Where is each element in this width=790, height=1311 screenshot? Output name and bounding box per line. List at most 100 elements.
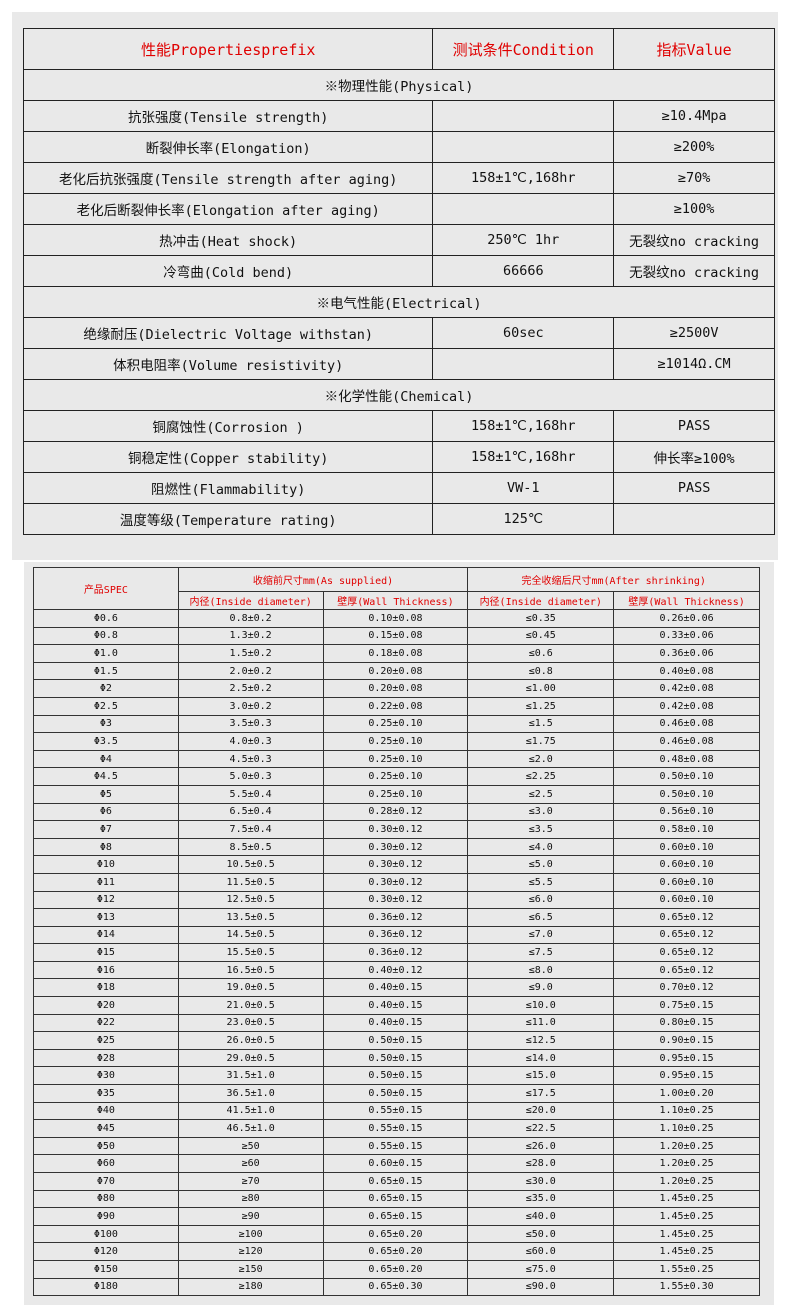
shrunk-inside-diameter: ≤9.0 xyxy=(467,978,615,998)
spec-size: Φ2.5 xyxy=(33,696,179,716)
spec-size: Φ0.8 xyxy=(33,626,179,646)
property-value: 伸长率≥100% xyxy=(613,441,775,473)
supplied-wall-thickness: 0.36±0.12 xyxy=(322,908,469,927)
spec-row: Φ7 7.5±0.4 0.30±0.12 ≤3.5 0.58±0.10 xyxy=(33,820,760,839)
spec-row: Φ100 ≥100 0.65±0.20 ≤50.0 1.45±0.25 xyxy=(33,1224,760,1244)
property-name: 温度等级(Temperature rating) xyxy=(22,503,434,535)
shrunk-inside-diameter: ≤5.0 xyxy=(467,855,615,874)
property-condition: 125℃ xyxy=(432,503,615,535)
spec-row: Φ18 19.0±0.5 0.40±0.15 ≤9.0 0.70±0.12 xyxy=(33,978,760,998)
property-name: 冷弯曲(Cold bend) xyxy=(22,255,434,287)
property-row: 抗张强度(Tensile strength) ≥10.4Mpa xyxy=(22,100,775,132)
property-name: 老化后抗张强度(Tensile strength after aging) xyxy=(22,162,434,194)
supplied-inside-diameter: 6.5±0.4 xyxy=(177,802,324,822)
properties-table: 性能Propertiesprefix 测试条件Condition 指标Value… xyxy=(22,28,775,535)
supplied-wall-thickness: 0.30±0.12 xyxy=(322,837,469,857)
spec-size: Φ4 xyxy=(33,749,179,769)
shrunk-inside-diameter: ≤1.25 xyxy=(467,696,615,716)
shrunk-inside-diameter: ≤2.25 xyxy=(467,767,615,786)
spec-size: Φ1.5 xyxy=(33,661,179,681)
supplied-inside-diameter: 3.0±0.2 xyxy=(177,696,324,716)
spec-size: Φ100 xyxy=(33,1224,179,1244)
spec-row: Φ2.5 3.0±0.2 0.22±0.08 ≤1.25 0.42±0.08 xyxy=(33,696,760,716)
spec-row: Φ4 4.5±0.3 0.25±0.10 ≤2.0 0.48±0.08 xyxy=(33,749,760,769)
shrunk-inside-diameter: ≤14.0 xyxy=(467,1048,615,1068)
shrunk-inside-diameter: ≤15.0 xyxy=(467,1066,615,1086)
supplied-inside-diameter: ≥70 xyxy=(177,1172,324,1191)
supplied-inside-diameter: 15.5±0.5 xyxy=(177,943,324,962)
shrunk-inside-diameter: ≤28.0 xyxy=(467,1154,615,1173)
spec-row: Φ13 13.5±0.5 0.36±0.12 ≤6.5 0.65±0.12 xyxy=(33,908,760,927)
supplied-inside-diameter: ≥50 xyxy=(177,1136,324,1156)
supplied-inside-diameter: 12.5±0.5 xyxy=(177,890,324,910)
spec-size: Φ5 xyxy=(33,784,179,804)
spec-row: Φ30 31.5±1.0 0.50±0.15 ≤15.0 0.95±0.15 xyxy=(33,1066,760,1086)
spec-row: Φ0.6 0.8±0.2 0.10±0.08 ≤0.35 0.26±0.06 xyxy=(33,609,760,628)
property-name: 老化后断裂伸长率(Elongation after aging) xyxy=(22,193,434,225)
supplied-inside-diameter: 29.0±0.5 xyxy=(177,1048,324,1068)
shrunk-wall-thickness: 1.20±0.25 xyxy=(613,1136,760,1156)
shrunk-inside-diameter: ≤11.0 xyxy=(467,1013,615,1033)
shrunk-inside-diameter: ≤7.5 xyxy=(467,943,615,962)
supplied-inside-diameter: 16.5±0.5 xyxy=(177,960,324,980)
shrunk-inside-diameter: ≤0.45 xyxy=(467,626,615,646)
shrunk-inside-diameter: ≤3.0 xyxy=(467,802,615,822)
spec-size: Φ13 xyxy=(33,908,179,927)
shrunk-wall-thickness: 1.20±0.25 xyxy=(613,1154,760,1173)
sub-wall-thickness-shrunk: 壁厚(Wall Thickness) xyxy=(613,591,760,610)
property-condition: 66666 xyxy=(432,255,615,287)
spec-row: Φ22 23.0±0.5 0.40±0.15 ≤11.0 0.80±0.15 xyxy=(33,1013,760,1033)
supplied-wall-thickness: 0.30±0.12 xyxy=(322,890,469,910)
spec-size: Φ150 xyxy=(33,1259,179,1279)
property-row: 阻燃性(Flammability) VW-1 PASS xyxy=(22,472,775,504)
spec-row: Φ90 ≥90 0.65±0.15 ≤40.0 1.45±0.25 xyxy=(33,1207,760,1226)
shrunk-wall-thickness: 0.48±0.08 xyxy=(613,749,760,769)
supplied-inside-diameter: 5.5±0.4 xyxy=(177,784,324,804)
spec-row: Φ35 36.5±1.0 0.50±0.15 ≤17.5 1.00±0.20 xyxy=(33,1084,760,1103)
supplied-wall-thickness: 0.40±0.12 xyxy=(322,960,469,980)
property-row: 温度等级(Temperature rating) 125℃ xyxy=(22,503,775,535)
supplied-wall-thickness: 0.25±0.10 xyxy=(322,767,469,786)
spec-size: Φ6 xyxy=(33,802,179,822)
property-condition: VW-1 xyxy=(432,472,615,504)
property-condition: 158±1℃,168hr xyxy=(432,162,615,194)
shrunk-wall-thickness: 0.40±0.08 xyxy=(613,661,760,681)
supplied-inside-diameter: 36.5±1.0 xyxy=(177,1084,324,1103)
property-name: 铜腐蚀性(Corrosion ) xyxy=(22,410,434,442)
spec-size: Φ50 xyxy=(33,1136,179,1156)
supplied-inside-diameter: 1.5±0.2 xyxy=(177,644,324,663)
sub-inside-diameter-shrunk: 内径(Inside diameter) xyxy=(467,591,615,610)
supplied-wall-thickness: 0.36±0.12 xyxy=(322,943,469,962)
property-row: 冷弯曲(Cold bend) 66666 无裂纹no cracking xyxy=(22,255,775,287)
supplied-wall-thickness: 0.55±0.15 xyxy=(322,1136,469,1156)
property-row: 绝缘耐压(Dielectric Voltage withstan) 60sec ≥2… xyxy=(22,317,775,349)
shrunk-inside-diameter: ≤3.5 xyxy=(467,820,615,839)
supplied-wall-thickness: 0.20±0.08 xyxy=(322,679,469,698)
property-value: 无裂纹no cracking xyxy=(613,224,775,256)
spec-row: Φ10 10.5±0.5 0.30±0.12 ≤5.0 0.60±0.10 xyxy=(33,855,760,874)
property-condition xyxy=(432,348,615,380)
spec-table: 产品SPEC 收缩前尺寸mm(As supplied) 完全收缩后尺寸mm(Af… xyxy=(33,567,760,1297)
shrunk-inside-diameter: ≤12.5 xyxy=(467,1031,615,1050)
spec-size: Φ70 xyxy=(33,1172,179,1191)
property-row: 老化后抗张强度(Tensile strength after aging) 158… xyxy=(22,162,775,194)
spec-row: Φ16 16.5±0.5 0.40±0.12 ≤8.0 0.65±0.12 xyxy=(33,960,760,980)
shrunk-inside-diameter: ≤1.5 xyxy=(467,714,615,734)
shrunk-inside-diameter: ≤17.5 xyxy=(467,1084,615,1103)
supplied-inside-diameter: 13.5±0.5 xyxy=(177,908,324,927)
spec-row: Φ14 14.5±0.5 0.36±0.12 ≤7.0 0.65±0.12 xyxy=(33,925,760,945)
spec-row: Φ11 11.5±0.5 0.30±0.12 ≤5.5 0.60±0.10 xyxy=(33,872,760,892)
shrunk-wall-thickness: 0.46±0.08 xyxy=(613,714,760,734)
shrunk-wall-thickness: 0.95±0.15 xyxy=(613,1066,760,1086)
spec-size: Φ30 xyxy=(33,1066,179,1086)
shrunk-wall-thickness: 0.80±0.15 xyxy=(613,1013,760,1033)
property-name: 体积电阻率(Volume resistivity) xyxy=(22,348,434,380)
property-value: ≥100% xyxy=(613,193,775,225)
shrunk-wall-thickness: 0.95±0.15 xyxy=(613,1048,760,1068)
shrunk-wall-thickness: 0.26±0.06 xyxy=(613,609,760,628)
supplied-inside-diameter: 26.0±0.5 xyxy=(177,1031,324,1050)
spec-size: Φ16 xyxy=(33,960,179,980)
section-row: ※化学性能(Chemical) xyxy=(23,379,775,411)
spec-header-row: 产品SPEC 收缩前尺寸mm(As supplied) 完全收缩后尺寸mm(Af… xyxy=(33,567,760,610)
spec-size: Φ25 xyxy=(33,1031,179,1050)
